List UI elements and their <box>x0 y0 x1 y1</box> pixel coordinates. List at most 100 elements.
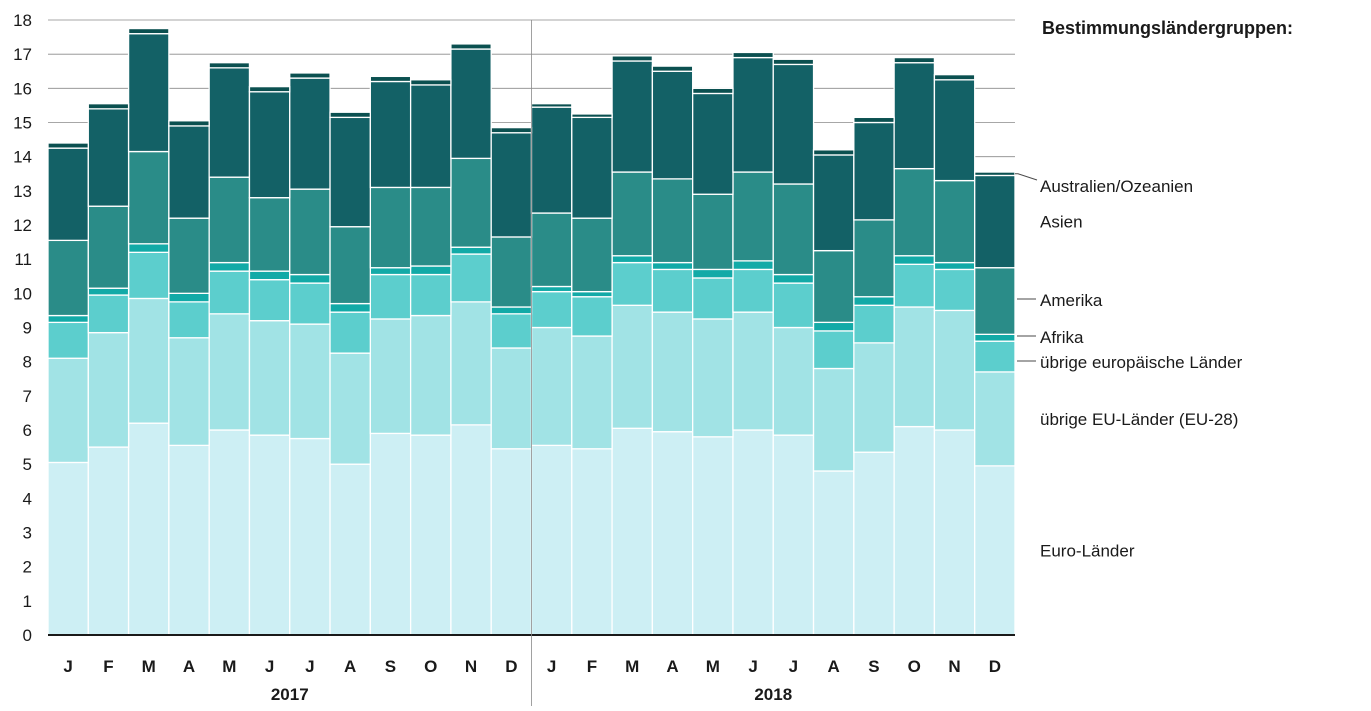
bar-segment <box>933 309 976 431</box>
bar-segment <box>812 149 855 156</box>
x-tick-label: N <box>465 657 477 676</box>
bar-segment <box>369 432 412 636</box>
bar-segment <box>127 27 170 35</box>
y-tick-label: 17 <box>13 45 32 64</box>
bar-segment <box>47 357 89 464</box>
y-tick-label: 15 <box>13 114 32 133</box>
bar-segment <box>692 87 734 95</box>
year-label: 2017 <box>271 685 309 704</box>
bar-segment <box>208 62 251 69</box>
bar-segment <box>47 321 89 359</box>
bar-segment <box>127 243 170 253</box>
bar-segment <box>651 261 694 271</box>
bar-segment <box>369 80 412 189</box>
bar-segment <box>651 178 694 264</box>
bar-segment <box>571 113 613 119</box>
bar-segment <box>853 116 895 124</box>
bar-segment <box>732 268 774 313</box>
x-tick-label: M <box>706 657 720 676</box>
bar-segment <box>853 304 895 344</box>
bar-segment <box>409 84 452 189</box>
bar-segment <box>893 306 936 428</box>
bar-segment <box>248 434 291 636</box>
legend-label: Afrika <box>1040 328 1084 347</box>
x-tick-label: F <box>587 657 597 676</box>
bar-segment <box>772 434 815 636</box>
bar-segment <box>208 67 251 178</box>
x-tick-label: J <box>547 657 556 676</box>
x-tick-label: S <box>868 657 879 676</box>
bar-segment <box>974 267 1016 335</box>
bar-segment <box>329 352 371 465</box>
x-tick-label: A <box>344 657 356 676</box>
bar-segment <box>369 267 412 276</box>
bar-segment <box>732 429 774 636</box>
x-tick-label: A <box>828 657 840 676</box>
bar-segment <box>409 265 452 276</box>
bar-segment <box>974 371 1016 467</box>
bar-segment <box>248 320 291 436</box>
bar-segment <box>651 268 694 313</box>
bar-segment <box>893 425 936 636</box>
bar-segment <box>329 463 371 636</box>
x-tick-label: M <box>625 657 639 676</box>
bar-segment <box>812 470 855 636</box>
bar-segment <box>289 323 331 440</box>
bar-segment <box>571 217 613 293</box>
bar-segment <box>329 116 371 228</box>
bar-segment <box>289 77 331 190</box>
bar-segment <box>168 444 210 636</box>
bar-segment <box>87 108 130 207</box>
bar-segment <box>611 171 654 257</box>
x-tick-label: D <box>505 657 517 676</box>
bar-segment <box>450 253 492 303</box>
y-tick-label: 12 <box>13 216 32 235</box>
bar-segment <box>933 79 976 182</box>
bar-segment <box>853 451 895 636</box>
bar-segment <box>571 116 613 219</box>
bar-segment <box>127 422 170 636</box>
bar-segment <box>168 125 210 219</box>
bar-segment <box>732 311 774 431</box>
bar-segment <box>248 279 291 322</box>
y-tick-label: 3 <box>23 524 32 543</box>
bar-segment <box>611 255 654 264</box>
bar-segment <box>530 290 573 329</box>
year-label: 2018 <box>754 685 792 704</box>
bar-segment <box>168 292 210 303</box>
bar-segment <box>490 313 533 349</box>
bar-segment <box>732 56 774 173</box>
bar-segment <box>168 120 210 127</box>
bar-segment <box>127 33 170 153</box>
bar-segment <box>651 431 694 636</box>
bar-segment <box>893 62 936 170</box>
bar-segment <box>611 427 654 636</box>
bar-segment <box>490 236 533 308</box>
bar-segment <box>772 63 815 185</box>
bar-segment <box>974 171 1016 177</box>
y-tick-label: 13 <box>13 182 32 201</box>
bar-segment <box>692 268 734 279</box>
bar-segment <box>450 157 492 248</box>
bar-segment <box>248 197 291 272</box>
bar-segment <box>47 147 89 242</box>
y-tick-label: 2 <box>23 558 32 577</box>
bar-segment <box>87 446 130 636</box>
legend-label: Amerika <box>1040 291 1103 310</box>
bar-segment <box>450 246 492 255</box>
bar-segment <box>893 255 936 265</box>
bar-segment <box>168 301 210 339</box>
bar-segment <box>329 111 371 119</box>
legend-label: übrige europäische Länder <box>1040 353 1243 372</box>
bar-segment <box>853 219 895 298</box>
bar-segment <box>208 429 251 636</box>
bar-segment <box>47 461 89 636</box>
bar-segment <box>168 337 210 447</box>
y-tick-label: 16 <box>13 79 32 98</box>
bar-segment <box>974 340 1016 373</box>
bar-segment <box>450 43 492 50</box>
y-tick-label: 18 <box>13 11 32 30</box>
bar-segment <box>692 277 734 320</box>
bar-segment <box>772 326 815 436</box>
bar-segment <box>611 55 654 62</box>
